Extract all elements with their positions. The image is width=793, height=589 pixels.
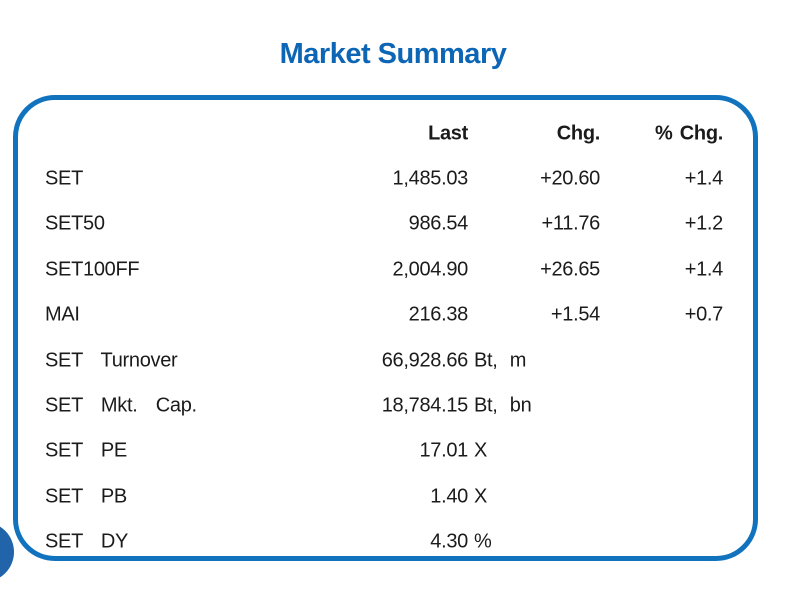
last-value: 18,784.15	[381, 394, 469, 417]
pct-chg-value: +0.7	[684, 303, 724, 326]
last-value: 4.30	[430, 530, 468, 553]
last-value: 2,004.90	[392, 258, 469, 281]
last-value: 66,928.66	[381, 349, 469, 372]
row-label: SET50	[45, 212, 105, 235]
last-value: 986.54	[408, 212, 469, 235]
last-value: 1,485.03	[392, 167, 469, 190]
row-label: SET Mkt. Cap.	[45, 394, 197, 417]
market-summary-card: Last Chg. % Chg. SET 1,485.03 +20.60 +1.…	[13, 95, 758, 561]
column-header-chg: Chg.	[556, 122, 601, 145]
table-row: SET Turnover 66,928.66 Bt, m	[18, 338, 753, 383]
table-row: SET Mkt. Cap. 18,784.15 Bt, bn	[18, 383, 753, 428]
table-row: SET 1,485.03 +20.60 +1.4	[18, 156, 753, 201]
row-label: SET100FF	[45, 258, 140, 281]
row-label: SET PE	[45, 439, 127, 462]
row-label: SET Turnover	[45, 349, 178, 372]
page-title: Market Summary	[279, 38, 507, 70]
table-row: SET100FF 2,004.90 +26.65 +1.4	[18, 247, 753, 292]
table-row: SET PE 17.01 X	[18, 429, 753, 474]
last-value: 17.01	[419, 439, 468, 462]
market-summary-table: Last Chg. % Chg. SET 1,485.03 +20.60 +1.…	[18, 111, 753, 565]
chg-value: +11.76	[541, 212, 601, 235]
last-value: 1.40	[430, 485, 468, 508]
table-row: SET PB 1.40 X	[18, 474, 753, 519]
table-row: SET DY 4.30 %	[18, 520, 753, 565]
column-header-pct-chg: % Chg.	[655, 122, 723, 145]
value-unit: Bt, m	[474, 349, 527, 372]
row-label: SET DY	[45, 530, 129, 553]
pct-chg-value: +1.2	[684, 212, 724, 235]
value-unit: %	[474, 530, 492, 553]
decorative-circle	[0, 522, 14, 582]
row-label: SET PB	[45, 485, 127, 508]
table-header-row: Last Chg. % Chg.	[18, 111, 753, 156]
value-unit: Bt, bn	[474, 394, 532, 417]
chg-value: +20.60	[540, 167, 600, 190]
pct-chg-value: +1.4	[684, 258, 724, 281]
pct-chg-value: +1.4	[684, 167, 724, 190]
chg-value: +1.54	[550, 303, 600, 326]
chg-value: +26.65	[540, 258, 600, 281]
last-value: 216.38	[408, 303, 469, 326]
table-row: SET50 986.54 +11.76 +1.2	[18, 202, 753, 247]
column-header-last: Last	[428, 122, 468, 145]
table-row: MAI 216.38 +1.54 +0.7	[18, 293, 753, 338]
value-unit: X	[474, 439, 488, 462]
value-unit: X	[474, 485, 488, 508]
row-label: SET	[45, 167, 83, 190]
row-label: MAI	[45, 303, 80, 326]
